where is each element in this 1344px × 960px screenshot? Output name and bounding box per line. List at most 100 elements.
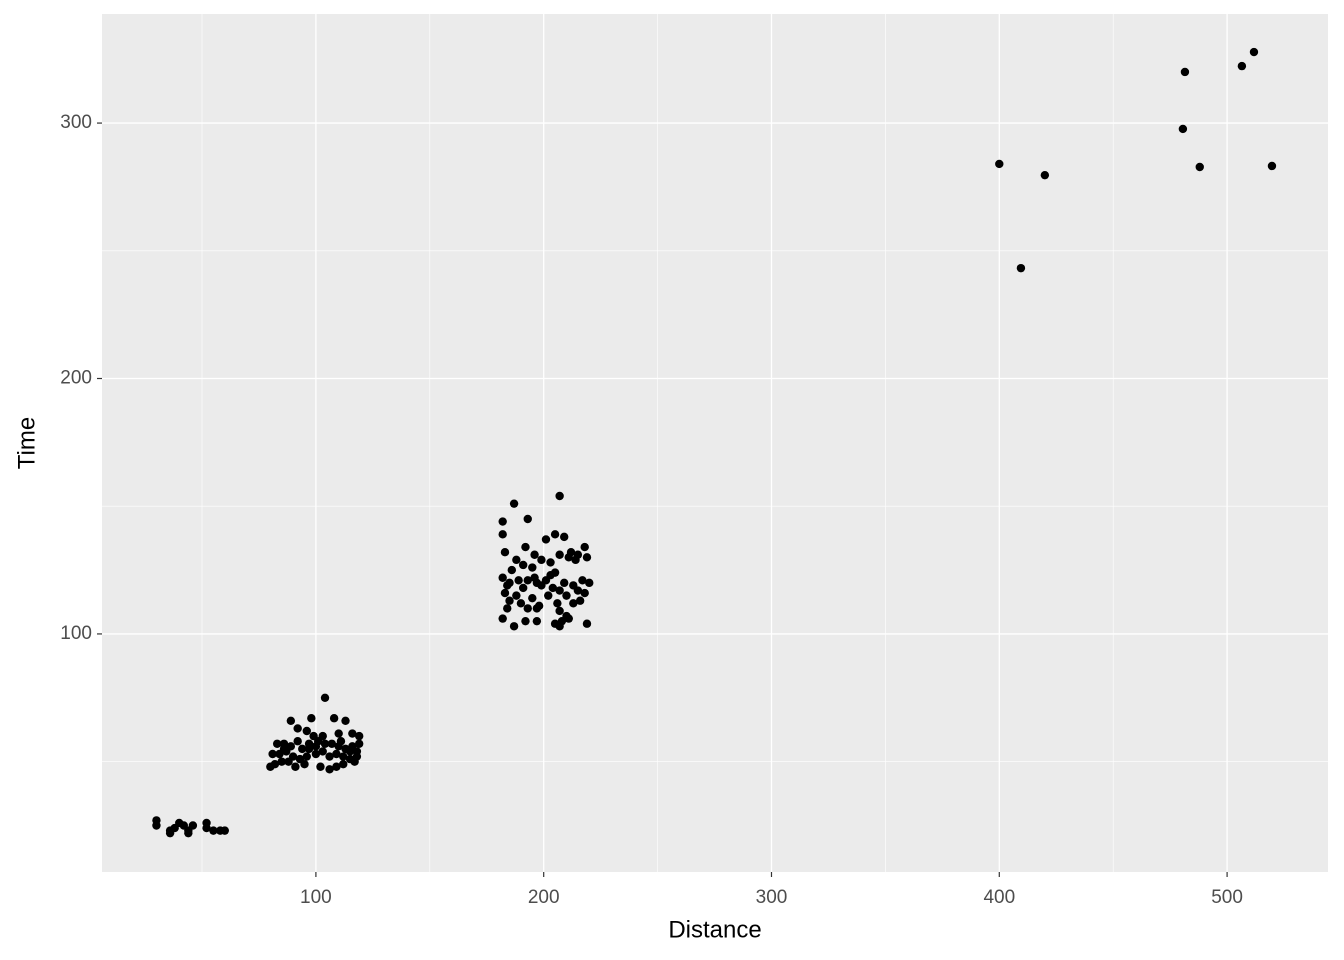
x-tick-label: 200 xyxy=(528,887,560,908)
point xyxy=(291,762,300,771)
point xyxy=(352,747,362,756)
point xyxy=(578,576,587,585)
point xyxy=(532,604,542,613)
point xyxy=(498,530,507,539)
point xyxy=(555,622,564,631)
y-tick-label: 300 xyxy=(60,112,92,133)
point xyxy=(220,826,229,835)
point xyxy=(528,563,537,572)
point xyxy=(518,583,528,593)
x-axis-title: Distance xyxy=(668,916,761,943)
point xyxy=(555,550,564,559)
point xyxy=(277,757,286,766)
point xyxy=(580,542,589,552)
point xyxy=(505,596,514,605)
point xyxy=(518,560,528,570)
point xyxy=(548,583,558,593)
point xyxy=(298,744,307,754)
point xyxy=(571,555,580,565)
point xyxy=(544,591,553,600)
y-axis-title: Time xyxy=(13,417,40,469)
point xyxy=(523,576,532,585)
point xyxy=(521,616,530,626)
point xyxy=(585,578,594,588)
y-tick-label: 200 xyxy=(60,368,92,389)
point xyxy=(500,547,510,557)
point xyxy=(509,499,519,508)
x-tick-label: 100 xyxy=(300,887,332,908)
point xyxy=(286,716,296,725)
point xyxy=(507,565,517,575)
point xyxy=(209,826,218,835)
point xyxy=(528,593,537,603)
point xyxy=(512,555,521,565)
point xyxy=(311,749,321,759)
point xyxy=(268,749,277,759)
point xyxy=(345,747,355,756)
point xyxy=(582,553,592,562)
point xyxy=(320,693,330,702)
point xyxy=(1040,170,1050,180)
point xyxy=(279,744,289,754)
x-tick-label: 500 xyxy=(1211,887,1243,908)
point xyxy=(512,591,521,600)
point xyxy=(348,729,357,738)
point xyxy=(202,823,211,833)
point xyxy=(498,614,507,623)
point xyxy=(573,586,583,595)
point xyxy=(293,737,302,746)
point xyxy=(1237,61,1247,71)
point xyxy=(530,550,539,559)
point xyxy=(284,757,293,766)
y-tick-label: 100 xyxy=(60,623,92,644)
point xyxy=(316,762,325,771)
point xyxy=(272,739,282,748)
point xyxy=(562,591,571,600)
point xyxy=(1249,47,1259,57)
point xyxy=(500,588,510,598)
point xyxy=(509,622,519,631)
point xyxy=(564,553,573,562)
point xyxy=(569,599,578,608)
point xyxy=(580,588,589,598)
point xyxy=(339,752,348,761)
point xyxy=(559,532,569,542)
point xyxy=(523,514,532,524)
point xyxy=(307,714,316,723)
point xyxy=(329,714,339,723)
point xyxy=(325,765,334,774)
point xyxy=(318,747,327,756)
point xyxy=(266,762,275,771)
point xyxy=(1195,162,1204,172)
point xyxy=(532,616,542,626)
point xyxy=(553,599,562,608)
point xyxy=(302,726,311,736)
point xyxy=(1016,263,1026,273)
point xyxy=(320,739,330,748)
point xyxy=(165,828,175,838)
point xyxy=(503,604,512,613)
point xyxy=(341,716,350,725)
point xyxy=(582,619,592,628)
point xyxy=(555,491,564,501)
point xyxy=(562,611,571,621)
point xyxy=(152,821,161,830)
point xyxy=(302,752,311,761)
point xyxy=(339,760,348,769)
point xyxy=(1178,124,1188,134)
point xyxy=(1180,67,1190,77)
point xyxy=(575,596,585,605)
point xyxy=(530,573,539,582)
point xyxy=(537,581,546,590)
point xyxy=(546,558,555,567)
point xyxy=(995,159,1004,169)
x-tick-label: 400 xyxy=(983,887,1015,908)
point xyxy=(354,731,364,741)
point xyxy=(516,599,526,608)
point xyxy=(498,517,507,526)
point xyxy=(514,576,523,585)
point xyxy=(300,760,309,769)
point xyxy=(546,570,555,580)
